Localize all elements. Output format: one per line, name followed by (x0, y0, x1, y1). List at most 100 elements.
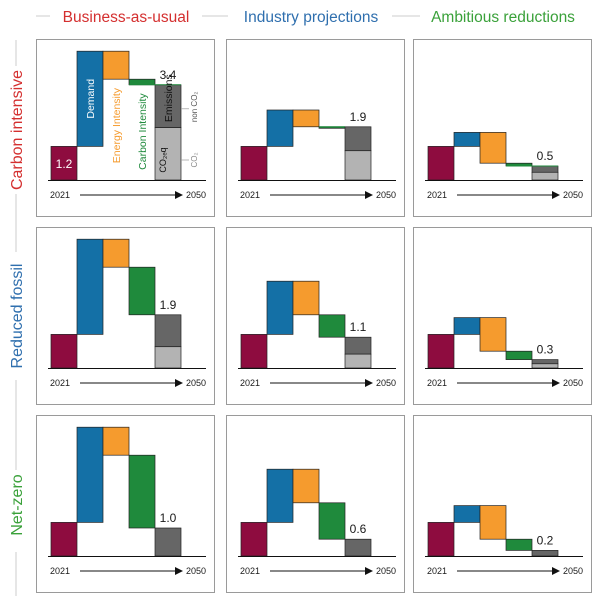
bar-2021-emissions (240, 522, 268, 557)
panel-frame (413, 415, 592, 593)
bar-2050-non-co2-emissions (531, 363, 559, 369)
bar-2050-co2-emissions (531, 359, 559, 365)
bar-2050-co2-emissions (154, 527, 182, 557)
panel-frame (413, 39, 592, 217)
energy-intensity-label: Energy Intensity (111, 87, 123, 163)
bar-energy-intensity (102, 50, 130, 80)
bar-carbon-intensity (318, 314, 346, 338)
year-label-2050: 2050 (186, 190, 206, 200)
end-value-label: 1.9 (160, 298, 177, 312)
bar-energy-intensity (292, 109, 320, 128)
year-label-2021: 2021 (427, 378, 447, 388)
year-label-2050: 2050 (186, 378, 206, 388)
bar-2021-emissions (50, 334, 78, 369)
panel-frame (413, 227, 592, 405)
bar-2050-non-co2-emissions (154, 346, 182, 369)
column-title-business-as-usual: Business-as-usual (63, 9, 190, 26)
bar-2021-emissions (427, 522, 455, 557)
end-value-label: 0.2 (537, 533, 554, 547)
year-label-2021: 2021 (427, 566, 447, 576)
panel-carbon-intensive-business-as-usual: 2021 2050 3.4 1.2 Demand Energy Intensity Carb… (36, 39, 215, 217)
bar-2021-emissions (240, 146, 268, 181)
year-label-2050: 2050 (563, 566, 583, 576)
bar-demand (453, 317, 481, 335)
bar-energy-intensity (292, 280, 320, 316)
co2-equivalent-label: CO₂ₑq (158, 147, 168, 172)
bar-energy-intensity (102, 426, 130, 456)
bar-carbon-intensity (128, 78, 156, 86)
end-value-label: 1.9 (350, 110, 367, 124)
bar-2050-co2-emissions (531, 550, 559, 557)
year-label-2050: 2050 (376, 378, 396, 388)
end-value-label: 0.6 (350, 522, 367, 536)
year-label-2021: 2021 (240, 566, 260, 576)
bar-demand (453, 505, 481, 523)
panel-reduced-fossil-business-as-usual: 2021 2050 1.9 (36, 227, 215, 405)
bar-2050-co2-emissions (344, 336, 372, 355)
panel-frame (226, 227, 405, 405)
year-label-2021: 2021 (50, 378, 70, 388)
panel-reduced-fossil-ambitious-reductions: 2021 2050 0.3 (413, 227, 592, 405)
bar-2021-emissions (427, 334, 455, 369)
panel-net-zero-ambitious-reductions: 2021 2050 0.2 (413, 415, 592, 593)
bar-demand (76, 426, 104, 523)
year-label-2050: 2050 (563, 378, 583, 388)
column-title-industry-projections: Industry projections (244, 9, 379, 26)
bar-2050-non-co2-emissions (344, 150, 372, 181)
bar-2050-co2-emissions (154, 84, 182, 128)
bar-carbon-intensity (505, 350, 533, 360)
bar-carbon-intensity (505, 538, 533, 551)
bar-carbon-intensity (318, 502, 346, 540)
bar-demand (76, 238, 104, 335)
end-value-label: 0.3 (537, 343, 554, 357)
start-value-label: 1.2 (56, 157, 73, 171)
year-label-2050: 2050 (376, 566, 396, 576)
panel-grid: 2021 2050 3.4 1.2 Demand Energy Intensity Carb… (36, 39, 592, 593)
bar-2021-emissions (50, 522, 78, 557)
emissions-label: Emissions (163, 74, 175, 122)
year-label-2021: 2021 (240, 378, 260, 388)
bar-energy-intensity (102, 238, 130, 268)
row-title-reduced-fossil: Reduced fossil (9, 264, 26, 369)
year-label-2021: 2021 (50, 190, 70, 200)
row-title-net-zero: Net-zero (9, 474, 26, 535)
demand-label: Demand (85, 79, 97, 119)
end-value-label: 3.4 (160, 68, 177, 82)
year-label-2050: 2050 (186, 566, 206, 576)
bar-carbon-intensity (128, 454, 156, 529)
panel-carbon-intensive-industry-projections: 2021 2050 1.9 (226, 39, 405, 217)
end-value-label: 1.0 (160, 511, 177, 525)
panel-net-zero-business-as-usual: 2021 2050 1.0 (36, 415, 215, 593)
column-title-ambitious-reductions: Ambitious reductions (431, 9, 575, 26)
row-title-carbon-intensive: Carbon intensive (9, 70, 26, 190)
bar-2050-non-co2-emissions (344, 353, 372, 369)
year-label-2021: 2021 (50, 566, 70, 576)
bar-2050-co2-emissions (344, 126, 372, 152)
co2-label: CO₂ (190, 152, 199, 167)
bar-2021-emissions (240, 334, 268, 369)
bar-demand (266, 280, 294, 335)
panel-frame (226, 415, 405, 593)
bar-energy-intensity (479, 317, 507, 352)
bar-energy-intensity (292, 468, 320, 504)
year-label-2050: 2050 (563, 190, 583, 200)
end-value-label: 0.5 (537, 149, 554, 163)
panel-carbon-intensive-ambitious-reductions: 2021 2050 0.5 (413, 39, 592, 217)
carbon-intensity-label: Carbon Intensity (137, 93, 149, 170)
bar-demand (266, 468, 294, 523)
panel-frame (226, 39, 405, 217)
bar-2021-emissions (427, 146, 455, 181)
bar-carbon-intensity (128, 266, 156, 316)
bar-energy-intensity (479, 132, 507, 164)
panel-net-zero-industry-projections: 2021 2050 0.6 (226, 415, 405, 593)
year-label-2021: 2021 (427, 190, 447, 200)
bar-2050-co2-emissions (531, 165, 559, 173)
bar-energy-intensity (479, 505, 507, 540)
bar-2050-co2-emissions (154, 314, 182, 348)
bar-2050-co2-emissions (344, 538, 372, 557)
bar-2050-non-co2-emissions (154, 127, 182, 181)
bar-demand (76, 50, 104, 147)
bar-2050-non-co2-emissions (531, 171, 559, 181)
bar-2021-emissions (50, 146, 78, 181)
